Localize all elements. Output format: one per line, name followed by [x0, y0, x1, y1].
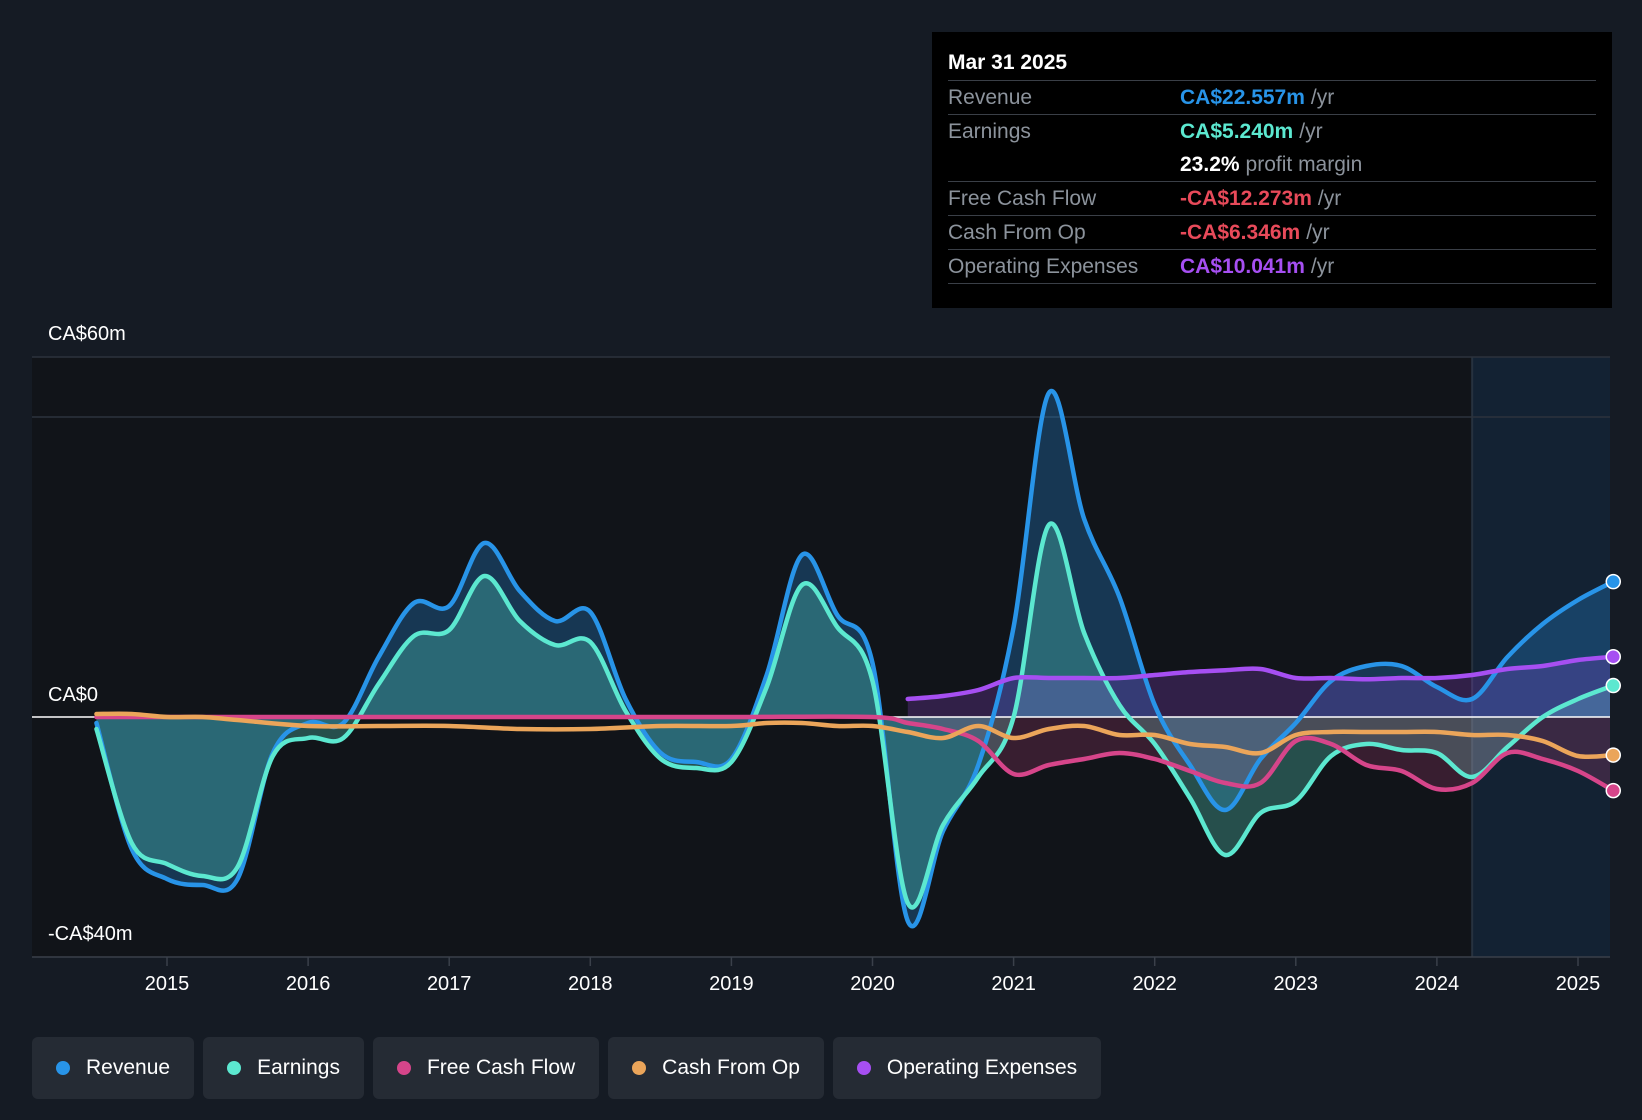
- end-dot-revenue: [1605, 573, 1622, 590]
- legend-item-revenue[interactable]: Revenue: [32, 1037, 195, 1099]
- tooltip-unit: /yr: [1310, 86, 1335, 109]
- tooltip-unit: /yr: [1306, 221, 1330, 244]
- x-tick-label: 2024: [1415, 973, 1460, 995]
- tooltip-unit: /yr: [1317, 187, 1342, 210]
- y-label-zero: CA$0: [48, 684, 98, 706]
- tooltip-value: -CA$12.273m: [1180, 187, 1312, 210]
- tooltip-value: 23.2%: [1180, 153, 1240, 176]
- end-dot-cash-from-op: [1605, 747, 1622, 763]
- x-tick-label: 2015: [145, 973, 190, 995]
- x-tick-label: 2020: [850, 973, 895, 995]
- area-revenue: [96, 391, 1610, 927]
- legend-item-cash-from-op[interactable]: Cash From Op: [608, 1037, 824, 1099]
- tooltip-row-earnings: Earnings CA$5.240m /yr: [948, 115, 1596, 148]
- chart-legend: Revenue Earnings Free Cash Flow Cash Fro…: [32, 1037, 1102, 1099]
- legend-label: Revenue: [86, 1056, 171, 1079]
- plot-background: [32, 357, 1610, 957]
- tooltip-date: Mar 31 2025: [948, 46, 1596, 81]
- legend-item-earnings[interactable]: Earnings: [203, 1037, 364, 1099]
- tooltip-row-revenue: Revenue CA$22.557m /yr: [948, 81, 1596, 115]
- y-label-top: CA$60m: [48, 323, 126, 345]
- tooltip-panel: Mar 31 2025 Revenue CA$22.557m /yr Earni…: [932, 32, 1612, 308]
- x-tick-label: 2023: [1274, 973, 1319, 995]
- tooltip-unit: profit margin: [1245, 153, 1363, 176]
- tooltip-row-free-cash-flow: Free Cash Flow -CA$12.273m /yr: [948, 182, 1596, 216]
- tooltip-label: Free Cash Flow: [948, 187, 1097, 210]
- tooltip-row-cash-from-op: Cash From Op -CA$6.346m /yr: [948, 216, 1596, 250]
- legend-label: Operating Expenses: [886, 1056, 1078, 1079]
- legend-label: Cash From Op: [662, 1056, 800, 1079]
- tooltip-label: Operating Expenses: [948, 255, 1139, 278]
- tooltip-label: Earnings: [948, 120, 1031, 143]
- x-tick-label: 2016: [286, 973, 331, 995]
- legend-dot-icon: [856, 1061, 871, 1075]
- tooltip-label: Cash From Op: [948, 221, 1086, 244]
- legend-item-operating-expenses[interactable]: Operating Expenses: [832, 1037, 1102, 1099]
- x-tick-label: 2021: [991, 973, 1036, 995]
- tooltip-label: Revenue: [948, 86, 1033, 109]
- x-tick-label: 2017: [427, 973, 472, 995]
- area-free-cash-flow: [96, 716, 1610, 790]
- x-tick-label: 2018: [568, 973, 613, 995]
- x-tick-label: 2019: [709, 973, 754, 995]
- line-cash-from-op: [94, 711, 1610, 760]
- end-dot-earnings: [1605, 677, 1622, 694]
- legend-item-free-cash-flow[interactable]: Free Cash Flow: [372, 1037, 600, 1099]
- tooltip-value: CA$22.557m: [1180, 86, 1305, 109]
- x-tick-label: 2022: [1132, 973, 1177, 995]
- line-operating-expenses: [905, 654, 1610, 702]
- legend-label: Free Cash Flow: [426, 1056, 576, 1079]
- legend-dot-icon: [56, 1061, 70, 1075]
- tooltip-row-operating-expenses: Operating Expenses CA$10.041m /yr: [948, 250, 1596, 284]
- end-dot-operating-expenses: [1605, 649, 1622, 665]
- tooltip-row-profit-margin: 23.2% profit margin: [948, 148, 1596, 182]
- line-revenue: [94, 388, 1610, 929]
- tooltip-unit: /yr: [1299, 120, 1323, 143]
- legend-dot-icon: [396, 1061, 411, 1075]
- tooltip-value: CA$5.240m: [1180, 120, 1294, 143]
- tooltip-value: -CA$6.346m: [1180, 221, 1301, 244]
- tooltip-unit: /yr: [1310, 255, 1335, 278]
- end-dot-free-cash-flow: [1605, 782, 1622, 799]
- line-free-cash-flow: [94, 714, 1610, 792]
- legend-label: Earnings: [257, 1056, 340, 1079]
- chart-svg: 2015 2016 2017 2018 2019 2020 2021 2022 2023 2024…: [32, 323, 1622, 995]
- tooltip-value: CA$10.041m: [1180, 255, 1305, 278]
- legend-dot-icon: [227, 1061, 242, 1075]
- tooltip-label: [948, 148, 1180, 181]
- legend-dot-icon: [632, 1061, 647, 1075]
- y-label-bottom: -CA$40m: [48, 923, 132, 945]
- x-tick-label: 2025: [1556, 973, 1601, 995]
- area-operating-expenses: [907, 657, 1610, 717]
